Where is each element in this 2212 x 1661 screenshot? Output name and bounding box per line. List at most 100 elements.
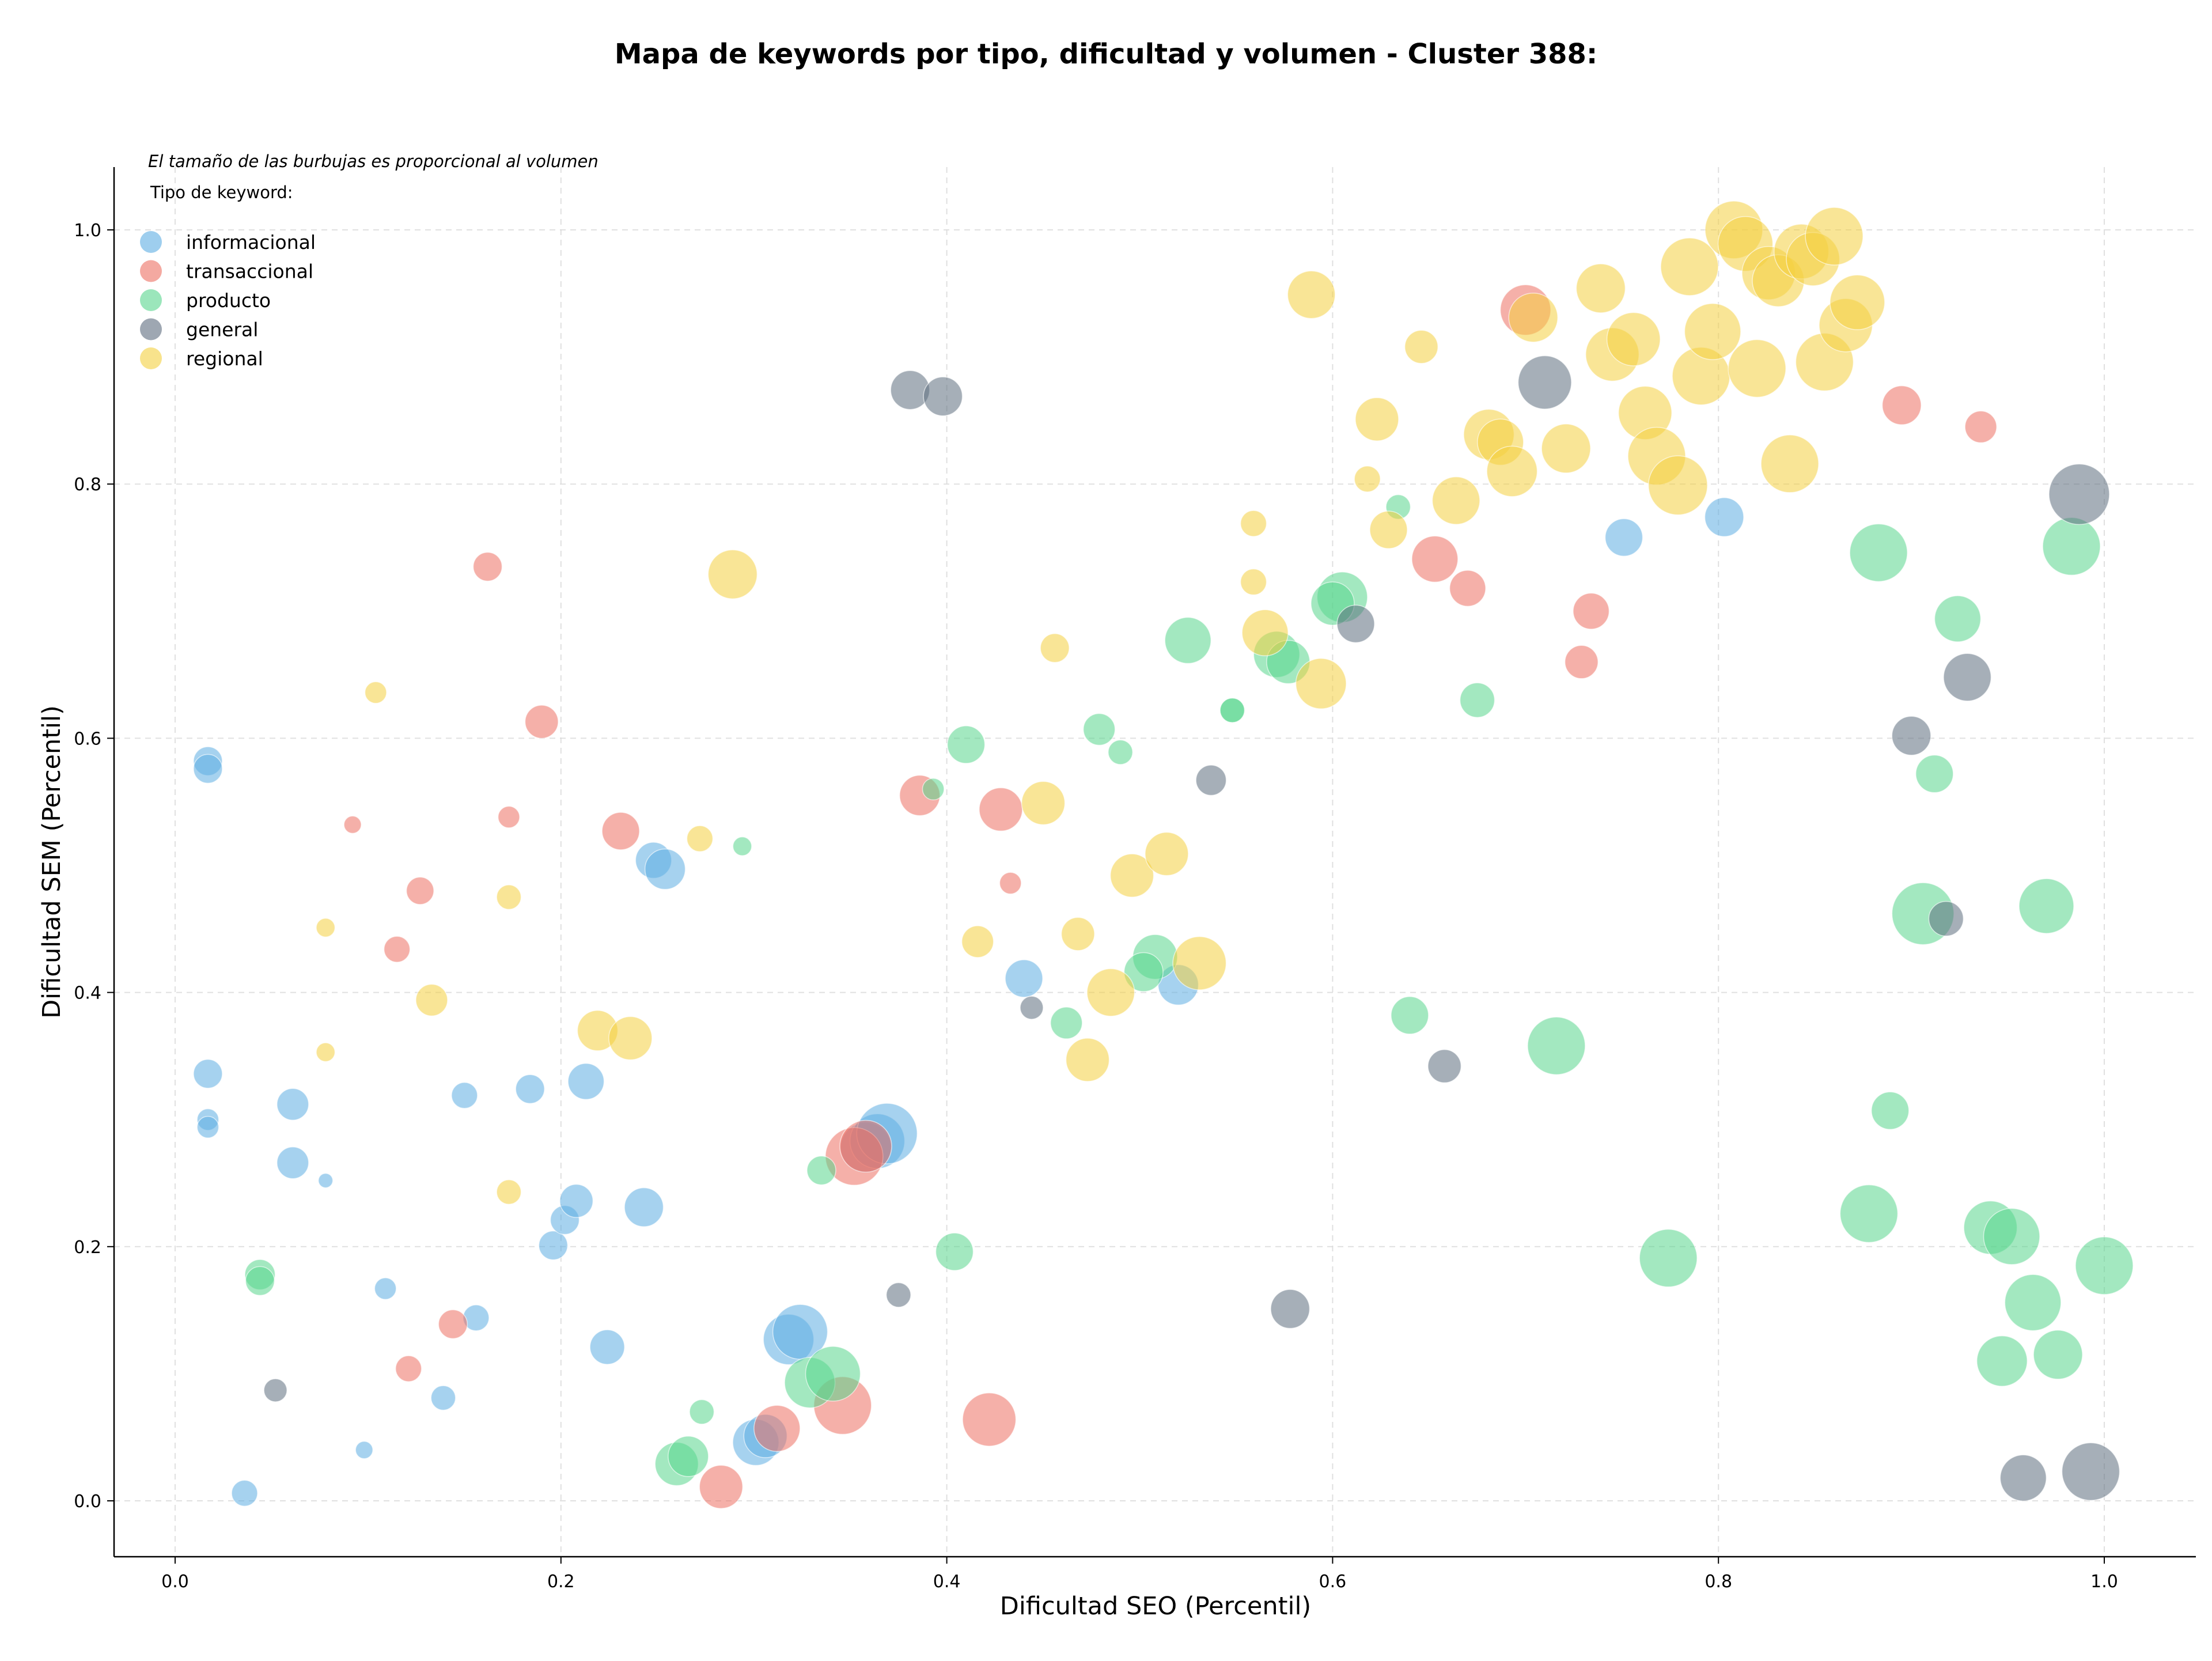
bubble-producto (2004, 1274, 2062, 1331)
bubble-general (1517, 355, 1572, 410)
bubble-general (1999, 1454, 2047, 1502)
bubble-producto (732, 836, 752, 856)
bubble-regional (1172, 936, 1227, 990)
bubble-informacional (644, 848, 686, 890)
bubble-transaccional (343, 815, 362, 834)
bubble-producto (2075, 1236, 2134, 1295)
bubble-transaccional (601, 812, 640, 850)
bubble-transaccional (699, 1465, 744, 1509)
legend-label-general: general (186, 319, 258, 341)
bubble-regional (1575, 263, 1626, 313)
y-axis-label: Dificultad SEM (Percentil) (37, 705, 66, 1019)
bubble-producto (935, 1232, 974, 1271)
bubble-regional (707, 549, 758, 600)
bubble-regional (1040, 633, 1070, 663)
bubble-informacional (1604, 518, 1643, 557)
bubble-regional (1647, 455, 1708, 516)
bubble-producto (668, 1436, 709, 1477)
bubble-producto (805, 1346, 861, 1402)
bubble-general (1891, 716, 1931, 756)
bubble-producto (1123, 952, 1164, 992)
bubble-regional (1404, 330, 1438, 364)
bubble-informacional (559, 1183, 594, 1218)
bubble-transaccional (472, 551, 503, 582)
bubble-informacional (1704, 497, 1744, 538)
bubble-regional (1295, 658, 1347, 710)
bubble-regional (1060, 917, 1095, 951)
bubble-producto (1219, 697, 1245, 723)
bubble-general (890, 370, 930, 410)
bubble-transaccional (406, 876, 434, 905)
x-tick-label: 1.0 (2090, 1572, 2118, 1592)
bubble-producto (245, 1266, 275, 1296)
x-tick-label: 0.4 (933, 1572, 961, 1592)
bubble-regional (316, 918, 336, 938)
legend-title: Tipo de keyword: (150, 183, 293, 202)
legend-label-producto: producto (186, 289, 271, 312)
bubble-producto (1164, 616, 1211, 664)
y-tick-label: 0.0 (74, 1492, 101, 1512)
bubble-producto (2042, 517, 2101, 576)
bubble-producto (1639, 1228, 1698, 1288)
bubble-regional (1760, 434, 1819, 493)
bubble-regional (1145, 831, 1189, 876)
legend-label-transaccional: transaccional (186, 260, 313, 283)
x-tick-label: 0.6 (1319, 1572, 1347, 1592)
bubble-producto (689, 1399, 715, 1425)
bubble-informacional (451, 1082, 478, 1109)
bubble-regional (1660, 237, 1719, 296)
bubble-informacional (589, 1329, 625, 1365)
bubble-regional (1241, 609, 1289, 657)
bubble-producto (1391, 996, 1429, 1035)
bubble-producto (1983, 1208, 2040, 1265)
bubble-regional (608, 1016, 653, 1061)
chart-title: Mapa de keywords por tipo, dificultad y … (614, 38, 1598, 70)
bubble-regional (1431, 476, 1480, 525)
y-tick-label: 0.4 (74, 983, 101, 1004)
bubble-general (1270, 1289, 1310, 1329)
bubble-informacional (276, 1088, 309, 1121)
legend-marker-transaccional (140, 260, 162, 282)
bubble-regional (1021, 781, 1066, 826)
bubble-transaccional (1411, 535, 1459, 583)
bubble-transaccional (1881, 385, 1922, 425)
bubble-producto (946, 725, 986, 764)
bubble-regional (1355, 397, 1399, 441)
bubble-regional (1086, 968, 1135, 1017)
bubble-informacional (624, 1187, 664, 1227)
bubble-regional (1606, 312, 1661, 366)
bubble-producto (1915, 754, 1954, 793)
y-tick-label: 1.0 (74, 221, 101, 241)
bubble-producto (1108, 739, 1134, 765)
bubble-producto (1934, 595, 1982, 642)
x-tick-label: 0.8 (1705, 1572, 1732, 1592)
bubble-regional (1240, 568, 1267, 596)
bubble-informacional (276, 1146, 309, 1179)
bubble-regional (496, 1179, 522, 1205)
bubble-producto (922, 778, 945, 801)
legend-label-regional: regional (186, 347, 263, 370)
bubble-informacional (231, 1480, 258, 1507)
bubble-regional (415, 983, 448, 1017)
bubble-producto (1082, 713, 1116, 746)
bubble-regional (1805, 207, 1863, 266)
bubble-informacional (317, 1172, 334, 1189)
bubble-regional (1240, 510, 1267, 537)
x-axis-label: Dificultad SEO (Percentil) (1000, 1592, 1311, 1621)
bubble-informacional (538, 1230, 569, 1261)
bubble-producto (1839, 1184, 1899, 1243)
bubble-general (2061, 1442, 2120, 1501)
bubble-regional (1369, 510, 1408, 549)
y-tick-label: 0.8 (74, 475, 101, 495)
y-tick-label: 0.2 (74, 1238, 101, 1258)
bubble-general (1943, 653, 1992, 702)
bubble-transaccional (753, 1405, 801, 1452)
bubble-transaccional (979, 787, 1023, 832)
x-tick-label: 0.2 (547, 1572, 575, 1592)
bubble-transaccional (1564, 645, 1599, 679)
bubble-regional (1684, 302, 1741, 360)
bubbles (193, 200, 2134, 1509)
legend-marker-general (140, 318, 162, 340)
bubble-regional (686, 825, 714, 852)
